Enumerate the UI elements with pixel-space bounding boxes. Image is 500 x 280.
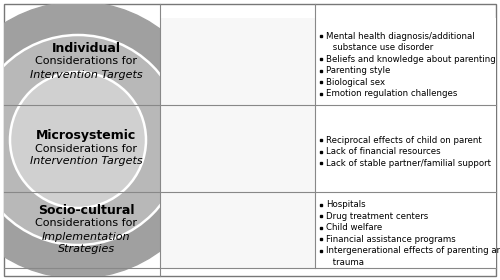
Text: Considerations for: Considerations for bbox=[35, 143, 137, 153]
Text: Biological sex: Biological sex bbox=[326, 78, 385, 87]
Text: Socio-cultural: Socio-cultural bbox=[38, 204, 134, 217]
Text: Emotion regulation challenges: Emotion regulation challenges bbox=[326, 89, 458, 98]
Text: Parenting style: Parenting style bbox=[326, 66, 390, 75]
Text: Lack of stable partner/familial support: Lack of stable partner/familial support bbox=[326, 159, 491, 168]
Bar bbox=[160, 105, 315, 192]
Text: Individual: Individual bbox=[52, 42, 120, 55]
Text: Hospitals: Hospitals bbox=[326, 200, 366, 209]
Text: Intervention Targets: Intervention Targets bbox=[30, 69, 142, 80]
Text: Child welfare: Child welfare bbox=[326, 223, 382, 232]
Text: Intervention Targets: Intervention Targets bbox=[30, 157, 142, 167]
Text: substance use disorder: substance use disorder bbox=[330, 43, 433, 52]
Text: Reciprocal effects of child on parent: Reciprocal effects of child on parent bbox=[326, 136, 482, 145]
Circle shape bbox=[0, 35, 183, 245]
Bar bbox=[4, 4, 160, 276]
Text: Implementation: Implementation bbox=[42, 232, 130, 241]
Text: Financial assistance programs: Financial assistance programs bbox=[326, 235, 456, 244]
Text: Microsystemic: Microsystemic bbox=[36, 129, 136, 142]
Bar bbox=[160, 192, 315, 268]
Text: Considerations for: Considerations for bbox=[35, 218, 137, 228]
Text: Drug treatment centers: Drug treatment centers bbox=[326, 212, 428, 221]
Text: Beliefs and knowledge about parenting: Beliefs and knowledge about parenting bbox=[326, 55, 496, 64]
Bar bbox=[315, 18, 496, 105]
Text: Mental health diagnosis/additional: Mental health diagnosis/additional bbox=[326, 32, 474, 41]
Bar bbox=[160, 18, 315, 105]
Circle shape bbox=[0, 2, 216, 278]
Text: Lack of financial resources: Lack of financial resources bbox=[326, 148, 440, 157]
Text: trauma: trauma bbox=[330, 258, 364, 267]
Bar bbox=[315, 105, 496, 192]
Text: Considerations for: Considerations for bbox=[35, 57, 137, 67]
Text: Intergenerational effects of parenting and: Intergenerational effects of parenting a… bbox=[326, 246, 500, 255]
Text: Strategies: Strategies bbox=[58, 244, 114, 255]
Circle shape bbox=[10, 72, 146, 208]
Bar bbox=[315, 192, 496, 268]
